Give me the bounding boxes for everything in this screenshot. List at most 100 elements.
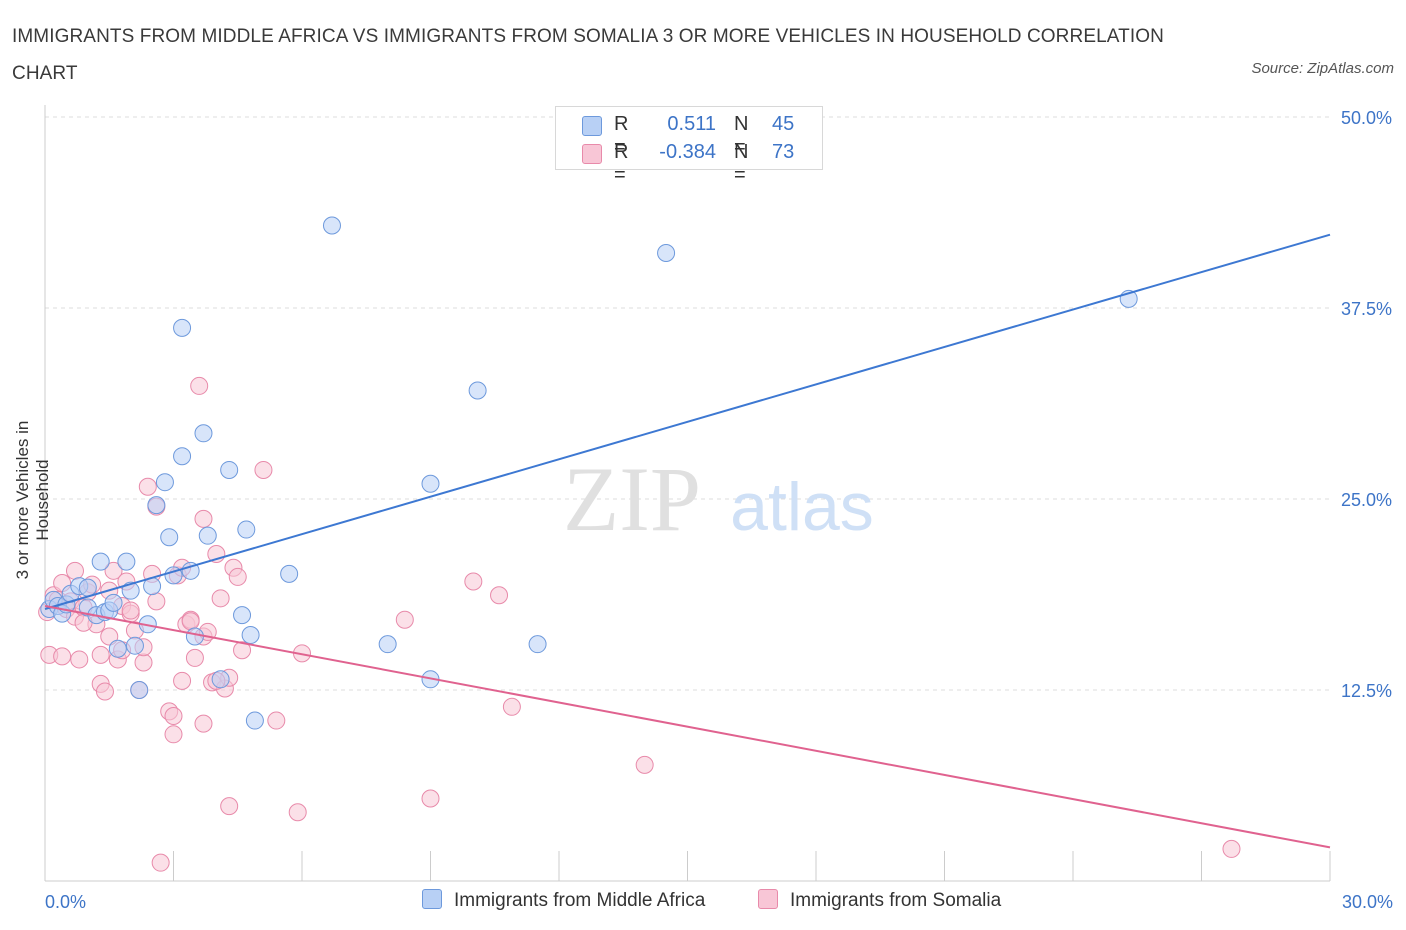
data-point-middle-africa: [78, 578, 97, 597]
data-point-middle-africa: [91, 552, 110, 571]
data-point-middle-africa: [155, 473, 174, 492]
data-point-middle-africa: [117, 552, 136, 571]
data-point-somalia: [65, 561, 84, 580]
data-point-middle-africa: [322, 216, 341, 235]
data-point-somalia: [151, 853, 170, 872]
y-tick-label: 50.0%: [1341, 108, 1392, 128]
trend-line-middle-africa: [44, 233, 1331, 610]
data-point-somalia: [635, 755, 654, 774]
data-point-somalia: [267, 711, 286, 730]
data-point-middle-africa: [173, 447, 192, 466]
x-tick-label: 30.0%: [1342, 892, 1393, 912]
data-point-middle-africa: [130, 681, 149, 699]
data-point-somalia: [53, 647, 72, 666]
data-point-somalia: [173, 671, 192, 690]
data-point-somalia: [502, 697, 521, 716]
data-point-middle-africa: [245, 711, 264, 730]
legend-n-value: 45: [772, 113, 795, 135]
series-immigrants-from-middle-africa: [40, 216, 1138, 730]
data-point-middle-africa: [181, 561, 200, 580]
data-point-middle-africa: [378, 635, 397, 654]
legend-r-value: 0.511: [667, 113, 716, 135]
data-point-middle-africa: [125, 636, 144, 655]
data-point-middle-africa: [173, 318, 192, 337]
data-point-somalia: [233, 641, 252, 660]
bottom-legend-label: Immigrants from Somalia: [790, 890, 1002, 911]
data-point-somalia: [164, 706, 183, 725]
data-point-somalia: [134, 653, 153, 672]
data-point-somalia: [100, 627, 119, 646]
legend-n-label: N =: [734, 113, 749, 158]
data-point-middle-africa: [185, 627, 204, 646]
x-tick-label: 0.0%: [45, 892, 86, 912]
bottom-legend-label: Immigrants from Middle Africa: [454, 890, 706, 911]
data-point-somalia: [91, 645, 110, 664]
bottom-legend-swatch-blue: [422, 889, 442, 909]
data-point-middle-africa: [241, 625, 260, 644]
data-point-middle-africa: [194, 424, 213, 443]
correlation-legend: R = 0.511 N = 45 R = -0.384 N = 73: [555, 106, 823, 186]
data-point-somalia: [190, 376, 209, 395]
data-point-somalia: [194, 714, 213, 733]
y-axis-title: 3 or more Vehicles in Household: [13, 420, 52, 580]
legend-r-label: R =: [614, 113, 629, 158]
data-point-somalia: [254, 460, 273, 479]
y-tick-label: 12.5%: [1341, 681, 1392, 701]
data-point-middle-africa: [468, 381, 487, 400]
data-point-middle-africa: [220, 460, 239, 479]
data-point-middle-africa: [147, 496, 166, 515]
legend-swatch-pink: [582, 144, 602, 164]
legend-swatch-blue: [582, 116, 602, 136]
data-point-middle-africa: [528, 635, 547, 654]
data-point-middle-africa: [160, 528, 179, 547]
data-point-somalia: [288, 803, 307, 822]
watermark-zip: ZIP: [563, 448, 701, 550]
data-point-middle-africa: [121, 581, 140, 600]
watermark-atlas: atlas: [730, 469, 874, 545]
legend-r-label: R =: [614, 141, 629, 186]
data-point-somalia: [421, 789, 440, 808]
data-point-somalia: [1222, 839, 1241, 858]
trend-lines: [44, 233, 1331, 849]
data-point-somalia: [104, 561, 123, 580]
tick-labels: 12.5% 25.0% 37.5% 50.0% 0.0% 30.0%: [45, 108, 1393, 912]
source-label: Source: ZipAtlas.com: [1251, 60, 1394, 77]
data-point-somalia: [211, 589, 230, 608]
bottom-legend-middle-africa: Immigrants from Middle Africa: [422, 889, 705, 912]
data-point-middle-africa: [280, 564, 299, 583]
data-point-somalia: [220, 797, 239, 816]
data-point-somalia: [147, 592, 166, 611]
data-point-somalia: [164, 725, 183, 744]
data-point-somalia: [194, 509, 213, 528]
data-point-middle-africa: [233, 606, 252, 625]
axes: [44, 105, 1331, 882]
legend-r-value: -0.384: [659, 141, 716, 163]
data-point-middle-africa: [198, 526, 217, 545]
data-point-somalia: [185, 648, 204, 667]
legend-n-value: 73: [772, 141, 795, 163]
data-point-middle-africa: [104, 593, 123, 612]
legend-n-label: N =: [734, 141, 749, 186]
gridlines: [45, 116, 1330, 691]
data-point-somalia: [121, 601, 140, 620]
data-point-middle-africa: [211, 670, 230, 689]
data-point-somalia: [490, 586, 509, 605]
bottom-legend-swatch-pink: [758, 889, 778, 909]
data-point-somalia: [464, 572, 483, 591]
data-point-middle-africa: [237, 520, 256, 539]
data-point-somalia: [181, 612, 200, 631]
bottom-legend-somalia: Immigrants from Somalia: [758, 889, 1001, 912]
trend-line-somalia: [44, 604, 1331, 849]
data-point-somalia: [95, 682, 114, 701]
data-point-middle-africa: [421, 474, 440, 493]
y-tick-label: 37.5%: [1341, 299, 1392, 319]
data-point-somalia: [395, 610, 414, 629]
data-point-somalia: [138, 477, 157, 496]
y-tick-label: 25.0%: [1341, 490, 1392, 510]
data-point-middle-africa: [108, 639, 127, 658]
chart-title: IMMIGRANTS FROM MIDDLE AFRICA VS IMMIGRA…: [12, 26, 1164, 84]
data-point-somalia: [70, 650, 89, 669]
data-point-middle-africa: [657, 243, 676, 262]
data-point-somalia: [228, 567, 247, 586]
